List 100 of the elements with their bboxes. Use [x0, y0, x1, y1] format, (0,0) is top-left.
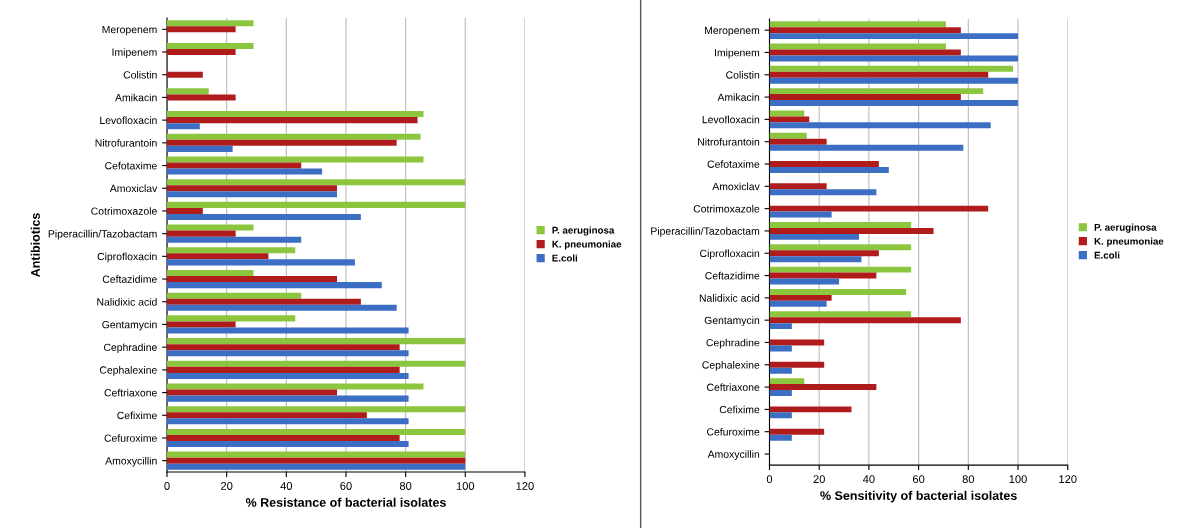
bar	[167, 276, 338, 283]
bar	[167, 428, 466, 435]
y-tick-label: Cotrimoxazole	[693, 204, 760, 213]
y-tick-label: Ceftazidime	[705, 271, 760, 280]
bar	[769, 144, 964, 151]
y-tick-label: Nitrofurantoin	[95, 139, 157, 147]
y-tick-label: Cefuroxime	[104, 434, 157, 442]
y-tick-label: Piperacillin/Tazobactam	[651, 227, 760, 237]
bar	[769, 390, 792, 397]
bar	[769, 323, 792, 330]
y-tick-label: Imipenem	[714, 48, 760, 59]
y-tick-label: Ceftazidime	[102, 275, 157, 283]
y-tick-label: Amikacin	[717, 93, 760, 101]
x-tick-label: 100	[456, 482, 475, 490]
bar	[167, 315, 296, 322]
y-tick-label: Cephradine	[706, 338, 760, 349]
bar	[769, 227, 934, 234]
bar	[167, 350, 409, 357]
bar	[769, 300, 827, 307]
y-tick-label: Piperacillin/Tazobactam	[48, 229, 157, 240]
y-tick-label: Levofloxacin	[702, 115, 760, 124]
bar	[167, 321, 236, 328]
y-tick-label: Amoxycillin	[707, 450, 760, 460]
bar	[769, 27, 961, 34]
bar	[769, 49, 961, 56]
bar	[769, 266, 912, 273]
y-tick-label: Gentamycin	[102, 320, 157, 331]
y-tick-label: Ceftriaxone	[104, 388, 157, 397]
bar	[167, 111, 424, 118]
y-tick-label: Meropenem	[102, 25, 157, 36]
bar	[769, 339, 825, 346]
y-tick-label: Cefotaxime	[105, 161, 157, 170]
bar	[769, 100, 1019, 107]
x-axis-title: % Sensitivity of bacterial isolates	[820, 490, 1017, 503]
bar	[167, 457, 466, 464]
bar	[167, 162, 302, 169]
bar	[167, 434, 400, 441]
bar	[167, 236, 302, 243]
bar	[167, 48, 236, 56]
bar	[167, 26, 236, 33]
bar	[167, 94, 236, 101]
y-tick-label: Ciprofloxacin	[97, 252, 157, 263]
bar	[167, 463, 466, 470]
x-tick-label: 80	[962, 475, 975, 484]
bar	[167, 71, 203, 78]
bar	[167, 338, 466, 345]
y-tick-label: Cephalexine	[702, 361, 760, 371]
bar	[769, 71, 989, 78]
bar	[167, 117, 418, 124]
y-tick-label: Meropenem	[705, 26, 760, 37]
bar	[769, 412, 792, 419]
bar	[769, 122, 991, 129]
bar	[769, 33, 1019, 40]
bar	[167, 304, 397, 311]
bar	[769, 345, 792, 352]
y-tick-label: Cephalexine	[99, 366, 157, 376]
x-tick-label: 100	[1009, 475, 1027, 484]
bar	[769, 116, 810, 123]
bar	[167, 344, 400, 351]
bar	[167, 253, 269, 260]
bar	[769, 88, 984, 95]
bar	[167, 451, 466, 458]
bar	[769, 256, 862, 263]
bar	[769, 189, 877, 196]
bar	[167, 179, 466, 186]
bar	[167, 412, 367, 419]
bar	[769, 161, 879, 167]
bar	[167, 282, 382, 289]
bar	[769, 428, 825, 435]
y-tick-label: Nalidixic acid	[699, 294, 760, 302]
bar	[167, 298, 361, 305]
legend-label: K. pneumoniae	[1094, 237, 1164, 247]
bar	[167, 156, 424, 163]
bar	[167, 327, 409, 334]
bar	[167, 269, 254, 277]
bar	[167, 224, 254, 231]
bar	[769, 378, 805, 385]
bar	[769, 138, 827, 145]
x-tick-label: 60	[913, 475, 925, 484]
bar	[167, 185, 338, 192]
bar	[167, 207, 203, 214]
x-tick-label: 20	[813, 475, 825, 484]
bar	[769, 21, 946, 28]
bar	[769, 244, 912, 251]
bar	[769, 367, 792, 374]
bar	[769, 183, 827, 190]
legend-label: E.coli	[552, 254, 578, 262]
bar	[769, 166, 889, 173]
bar	[769, 94, 961, 101]
bar	[769, 132, 807, 139]
bar	[167, 360, 466, 367]
x-tick-label: 40	[280, 482, 293, 490]
legend-label: E.coli	[1094, 251, 1120, 259]
bar	[769, 55, 1019, 62]
y-tick-label: Cefuroxime	[707, 427, 760, 436]
bar	[769, 406, 852, 413]
y-tick-label: Ciprofloxacin	[700, 249, 760, 260]
bar	[167, 247, 296, 254]
y-tick-label: Cephradine	[103, 343, 157, 354]
bar	[167, 389, 338, 396]
